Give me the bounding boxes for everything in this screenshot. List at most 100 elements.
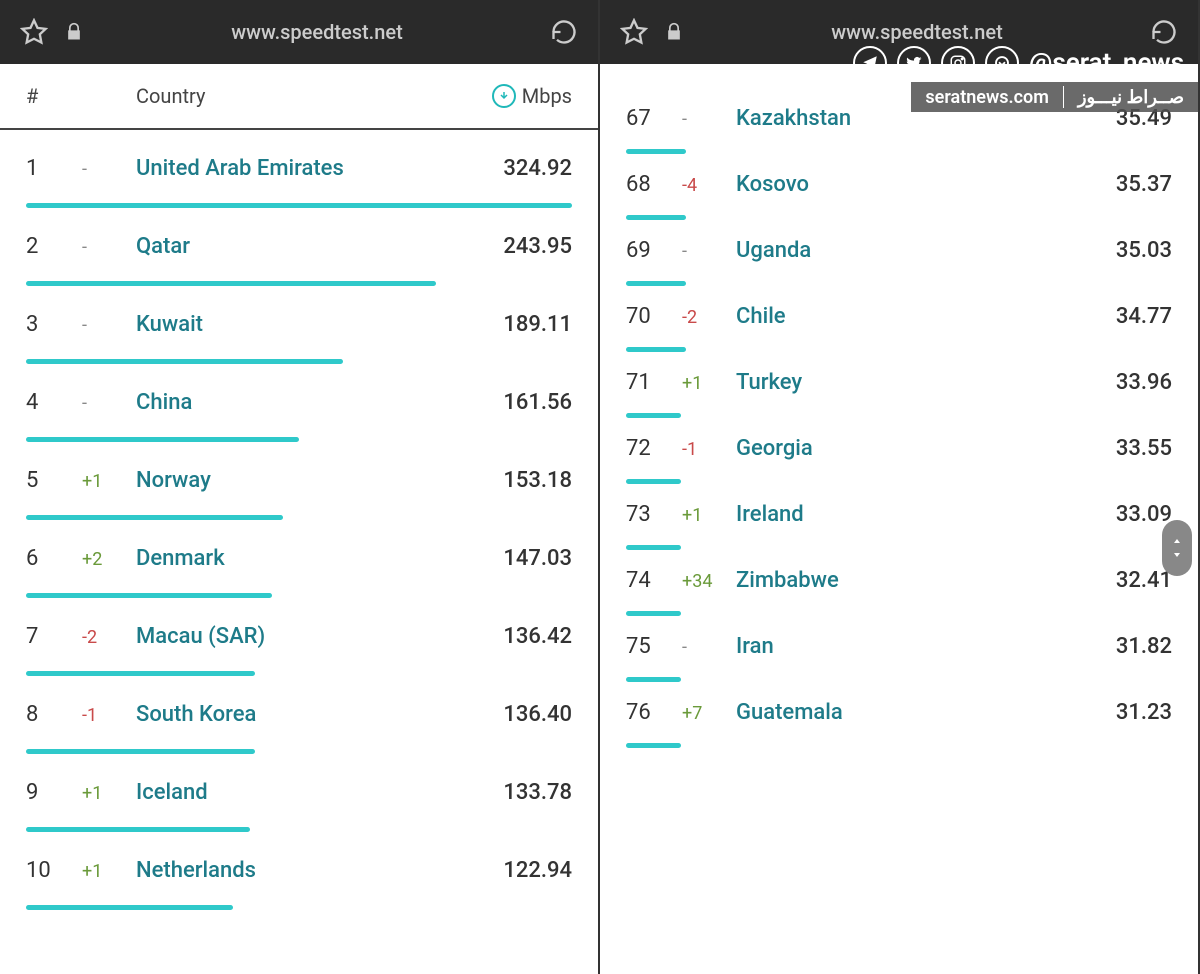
table-row[interactable]: 5+1Norway153.18 <box>26 442 572 520</box>
row-content: 1-United Arab Emirates324.92 <box>26 156 572 181</box>
table-row[interactable]: 1-United Arab Emirates324.92 <box>26 130 572 208</box>
scroll-indicator[interactable] <box>1162 520 1192 576</box>
rank-change: - <box>682 109 736 130</box>
table-row[interactable]: 7-2Macau (SAR)136.42 <box>26 598 572 676</box>
speed-value: 32.41 <box>1116 568 1172 593</box>
country-name[interactable]: Qatar <box>136 234 503 259</box>
rank-change: -1 <box>682 439 736 460</box>
watermark-top: @serat_news <box>839 40 1198 82</box>
table-row[interactable]: 76+7Guatemala31.23 <box>626 682 1172 748</box>
speed-bar-track <box>26 359 572 364</box>
rank-change: +7 <box>682 703 736 724</box>
country-name[interactable]: Ireland <box>736 502 1116 527</box>
speed-bar-track <box>626 611 1172 616</box>
ranking-list-right: 67-Kazakhstan35.4968-4Kosovo35.3769-Ugan… <box>600 64 1198 748</box>
refresh-icon[interactable] <box>550 18 578 46</box>
country-name[interactable]: Kuwait <box>136 312 503 337</box>
country-name[interactable]: Georgia <box>736 436 1116 461</box>
speed-bar-fill <box>26 749 255 754</box>
country-name[interactable]: Turkey <box>736 370 1116 395</box>
country-name[interactable]: Iran <box>736 634 1116 659</box>
table-row[interactable]: 68-4Kosovo35.37 <box>626 154 1172 220</box>
row-content: 73+1Ireland33.09 <box>626 502 1172 527</box>
rank-value: 73 <box>626 502 682 527</box>
table-row[interactable]: 69-Uganda35.03 <box>626 220 1172 286</box>
country-name[interactable]: Chile <box>736 304 1116 329</box>
speed-bar-track <box>626 215 1172 220</box>
speed-bar-fill <box>26 281 436 286</box>
header-country: Country <box>136 84 492 108</box>
country-name[interactable]: Guatemala <box>736 700 1116 725</box>
row-content: 74+34Zimbabwe32.41 <box>626 568 1172 593</box>
rank-change: - <box>682 637 736 658</box>
country-name[interactable]: Netherlands <box>136 858 503 883</box>
rank-value: 1 <box>26 156 82 181</box>
speed-value: 31.23 <box>1116 700 1172 725</box>
rank-change: - <box>82 393 136 414</box>
row-content: 8-1South Korea136.40 <box>26 702 572 727</box>
table-row[interactable]: 9+1Iceland133.78 <box>26 754 572 832</box>
speed-value: 153.18 <box>503 468 572 493</box>
telegram-icon[interactable] <box>853 46 887 80</box>
table-row[interactable]: 3-Kuwait189.11 <box>26 286 572 364</box>
panel-left: www.speedtest.net # Country Mbps 1-Unite… <box>0 0 600 974</box>
country-name[interactable]: Kosovo <box>736 172 1116 197</box>
table-row[interactable]: 70-2Chile34.77 <box>626 286 1172 352</box>
rank-value: 7 <box>26 624 82 649</box>
speed-bar-track <box>26 749 572 754</box>
table-row[interactable]: 75-Iran31.82 <box>626 616 1172 682</box>
star-icon[interactable] <box>620 18 648 46</box>
country-name[interactable]: Denmark <box>136 546 503 571</box>
country-name[interactable]: Norway <box>136 468 503 493</box>
table-row[interactable]: 6+2Denmark147.03 <box>26 520 572 598</box>
rank-change: +2 <box>82 549 136 570</box>
speed-value: 147.03 <box>503 546 572 571</box>
rank-value: 4 <box>26 390 82 415</box>
speed-bar-fill <box>626 545 681 550</box>
rank-value: 71 <box>626 370 682 395</box>
rank-value: 74 <box>626 568 682 593</box>
star-icon[interactable] <box>20 18 48 46</box>
country-name[interactable]: United Arab Emirates <box>136 156 503 181</box>
twitter-icon[interactable] <box>897 46 931 80</box>
table-row[interactable]: 10+1Netherlands122.94 <box>26 832 572 910</box>
rank-value: 9 <box>26 780 82 805</box>
rank-change: +1 <box>682 373 736 394</box>
table-row[interactable]: 2-Qatar243.95 <box>26 208 572 286</box>
table-row[interactable]: 72-1Georgia33.55 <box>626 418 1172 484</box>
table-row[interactable]: 8-1South Korea136.40 <box>26 676 572 754</box>
country-name[interactable]: Uganda <box>736 238 1116 263</box>
speed-value: 161.56 <box>503 390 572 415</box>
table-row[interactable]: 73+1Ireland33.09 <box>626 484 1172 550</box>
speed-bar-fill <box>626 611 681 616</box>
country-name[interactable]: China <box>136 390 503 415</box>
header-rank: # <box>26 84 82 108</box>
row-content: 6+2Denmark147.03 <box>26 546 572 571</box>
instagram-icon[interactable] <box>941 46 975 80</box>
pocket-icon[interactable] <box>985 46 1019 80</box>
speed-bar-track <box>26 203 572 208</box>
row-content: 75-Iran31.82 <box>626 634 1172 659</box>
speed-bar-track <box>26 671 572 676</box>
row-content: 71+1Turkey33.96 <box>626 370 1172 395</box>
table-row[interactable]: 4-China161.56 <box>26 364 572 442</box>
table-row[interactable]: 74+34Zimbabwe32.41 <box>626 550 1172 616</box>
speed-bar-fill <box>626 347 686 352</box>
rank-value: 8 <box>26 702 82 727</box>
rank-change: -2 <box>82 627 136 648</box>
country-name[interactable]: Iceland <box>136 780 503 805</box>
rank-change: +1 <box>82 783 136 804</box>
rank-change: - <box>682 241 736 262</box>
country-name[interactable]: Zimbabwe <box>736 568 1116 593</box>
row-content: 4-China161.56 <box>26 390 572 415</box>
rank-value: 70 <box>626 304 682 329</box>
speed-bar-fill <box>626 215 686 220</box>
browser-bar: www.speedtest.net <box>0 0 598 64</box>
speed-bar-track <box>626 545 1172 550</box>
rank-change: +1 <box>682 505 736 526</box>
header-mbps[interactable]: Mbps <box>492 84 572 108</box>
country-name[interactable]: Macau (SAR) <box>136 624 503 649</box>
table-row[interactable]: 71+1Turkey33.96 <box>626 352 1172 418</box>
speed-bar-fill <box>626 281 686 286</box>
country-name[interactable]: South Korea <box>136 702 503 727</box>
